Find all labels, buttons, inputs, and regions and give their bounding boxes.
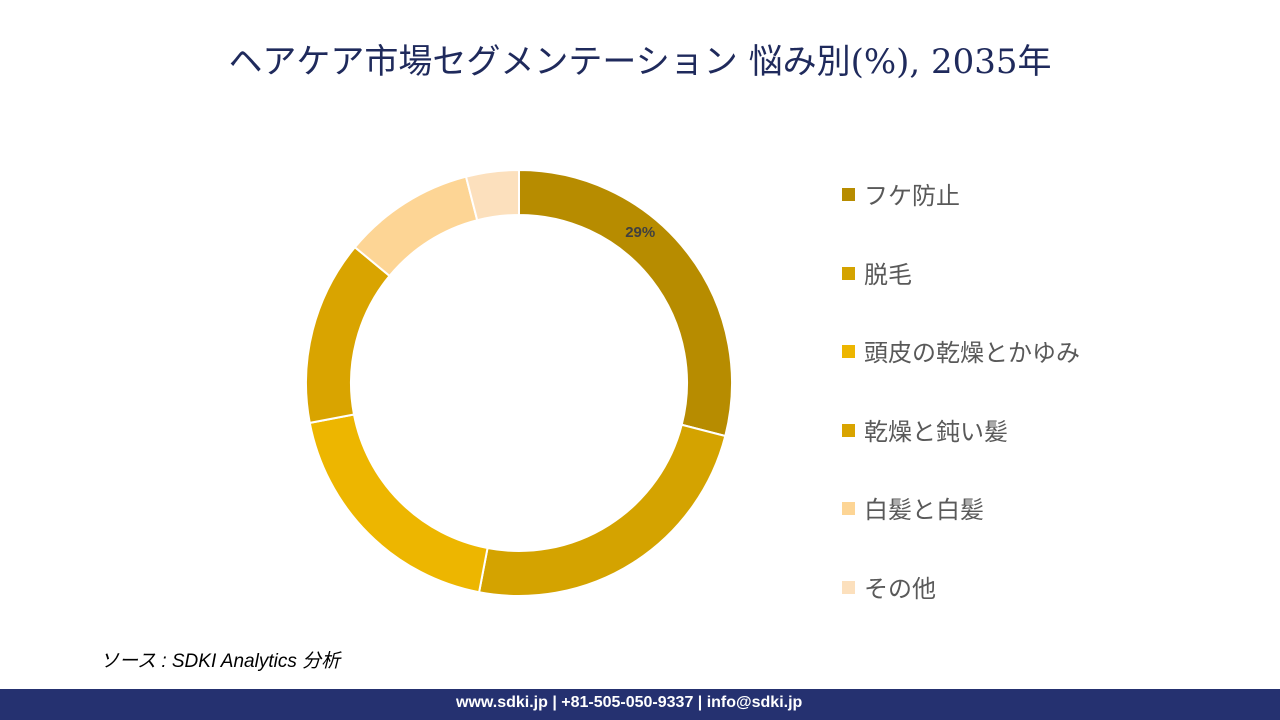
legend-label: フケ防止 bbox=[864, 182, 960, 210]
legend-item: その他 bbox=[842, 569, 1080, 648]
legend-swatch bbox=[842, 423, 855, 437]
footer-contact: www.sdki.jp | +81-505-050-9337 | info@sd… bbox=[456, 694, 803, 711]
legend-item: 白髪と白髪 bbox=[842, 490, 1080, 569]
legend-label: 頭皮の乾燥とかゆみ bbox=[864, 339, 1080, 367]
legend-swatch bbox=[842, 345, 855, 358]
legend-label: 脱毛 bbox=[864, 260, 912, 289]
legend-label: その他 bbox=[864, 574, 936, 603]
donut-slice-3 bbox=[308, 413, 489, 594]
donut-slice-1 bbox=[518, 168, 733, 438]
chart-title: ヘアケア市場セグメンテーション 悩み別(%), 2035年 bbox=[228, 42, 1052, 82]
donut-slice-2 bbox=[477, 423, 727, 597]
legend-label: 乾燥と鈍い髪 bbox=[864, 417, 1008, 446]
legend-item: フケ防止 bbox=[842, 176, 1080, 255]
legend-item: 乾燥と鈍い髪 bbox=[842, 412, 1080, 491]
legend-swatch bbox=[842, 188, 855, 201]
legend-item: 頭皮の乾燥とかゆみ bbox=[842, 333, 1080, 412]
donut-slice-6 bbox=[464, 168, 520, 222]
legend-item: 脱毛 bbox=[842, 255, 1080, 334]
source-note: ソース : SDKI Analytics 分析 bbox=[100, 651, 341, 672]
legend-swatch bbox=[842, 580, 855, 594]
legend-label: 白髪と白髪 bbox=[864, 496, 984, 524]
legend: フケ防止脱毛頭皮の乾燥とかゆみ 乾燥と鈍い髪 白髪と白髪その他 bbox=[842, 176, 1080, 647]
legend-swatch bbox=[842, 502, 855, 515]
footer-bar: www.sdki.jp | +81-505-050-9337 | info@sd… bbox=[0, 689, 1280, 720]
donut-slice-5 bbox=[353, 175, 479, 278]
donut-slice-4 bbox=[305, 245, 391, 425]
data-label-1: 29% bbox=[625, 224, 655, 241]
legend-swatch bbox=[842, 266, 855, 280]
